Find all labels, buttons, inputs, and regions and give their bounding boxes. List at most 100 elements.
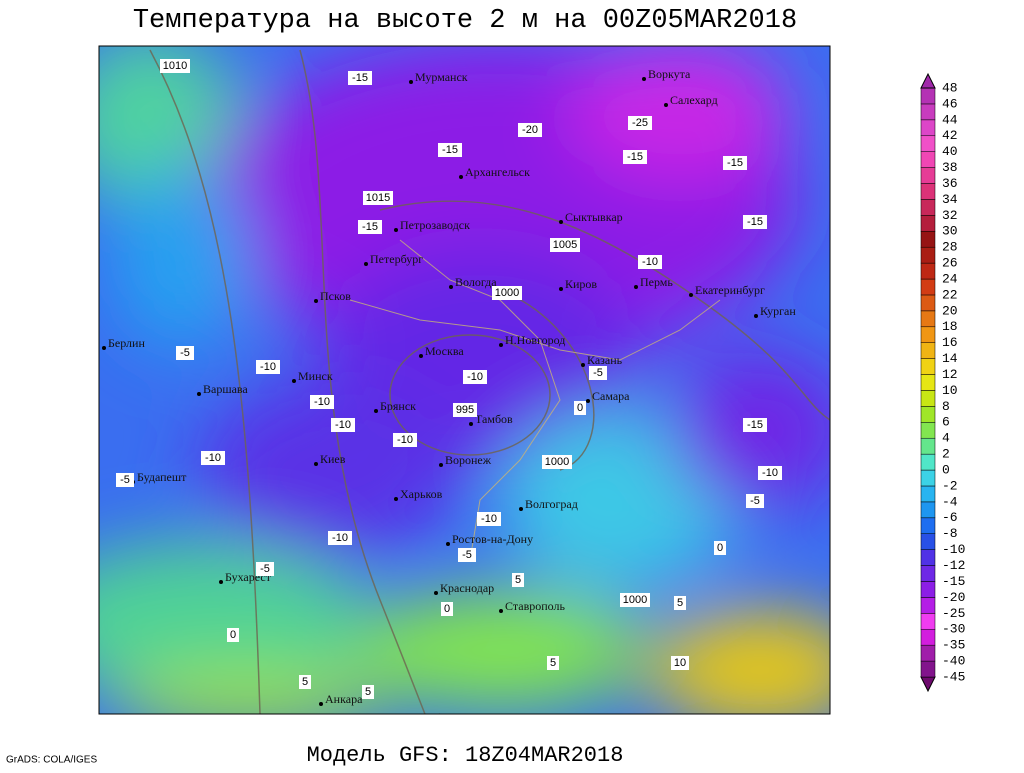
city-dot bbox=[394, 497, 398, 501]
contour-label-bg bbox=[362, 685, 374, 699]
city-dot bbox=[664, 103, 668, 107]
city-dot bbox=[197, 392, 201, 396]
contour-label: 0 bbox=[444, 603, 450, 615]
contour-label: -15 bbox=[747, 216, 763, 228]
map bbox=[99, 46, 830, 714]
colorbar-band bbox=[920, 628, 936, 646]
colorbar-label: 24 bbox=[942, 271, 958, 286]
colorbar-band bbox=[920, 262, 936, 280]
city-dot bbox=[459, 175, 463, 179]
city-dot bbox=[449, 285, 453, 289]
city-dot bbox=[364, 262, 368, 266]
city-label: Киров bbox=[565, 277, 597, 291]
colorbar-label: -4 bbox=[942, 494, 958, 509]
colorbar-band bbox=[920, 358, 936, 375]
colorbar-band bbox=[920, 469, 936, 487]
contour-label-bg bbox=[201, 451, 225, 465]
colorbar-band bbox=[920, 278, 936, 296]
colorbar-band bbox=[920, 87, 936, 105]
contour-label-bg bbox=[328, 531, 352, 545]
contour-label: 0 bbox=[230, 629, 236, 641]
city-dot bbox=[586, 399, 590, 403]
colorbar-label: 44 bbox=[942, 112, 958, 127]
contour-label-bg bbox=[393, 433, 417, 447]
colorbar-label: 22 bbox=[942, 287, 958, 302]
contour-label: -15 bbox=[352, 72, 368, 84]
map-frame bbox=[98, 45, 831, 715]
city-dot bbox=[434, 591, 438, 595]
contour-label-bg bbox=[331, 418, 355, 432]
city-label: Псков bbox=[320, 289, 351, 303]
contour-label-bg bbox=[743, 215, 767, 229]
contour-label: 5 bbox=[515, 574, 521, 586]
colorbar-band bbox=[920, 406, 936, 423]
contour-label-bg bbox=[477, 512, 501, 526]
contour-label-bg bbox=[547, 656, 559, 670]
contour-label: 1015 bbox=[366, 192, 390, 204]
city-label: Казань bbox=[587, 353, 623, 367]
contour-label: 5 bbox=[550, 657, 556, 669]
colorbar-label: 12 bbox=[942, 367, 958, 382]
city-label: Москва bbox=[425, 344, 464, 358]
contour-label-bg bbox=[671, 656, 689, 670]
contour-label-bg bbox=[176, 346, 194, 360]
city-dot bbox=[319, 702, 323, 706]
colorbar: -45-40-35-30-25-20-15-12-10-8-6-4-202468… bbox=[920, 72, 965, 693]
contour-label-bg bbox=[542, 455, 572, 469]
contour-label: -5 bbox=[120, 474, 130, 486]
map-labels: Мурманск Воркута Салехард Архангельск Сыктыв… bbox=[102, 59, 796, 706]
city-dot bbox=[446, 542, 450, 546]
contour-label: 10 bbox=[674, 657, 686, 669]
contour-label: -10 bbox=[642, 256, 658, 268]
contour-label-bg bbox=[348, 71, 372, 85]
contour-label: -5 bbox=[750, 495, 760, 507]
contour-label: -10 bbox=[335, 419, 351, 431]
colorbar-label: 38 bbox=[942, 160, 958, 175]
colorbar-band bbox=[920, 374, 936, 391]
city-dot bbox=[394, 228, 398, 232]
contour-label-bg bbox=[638, 255, 662, 269]
city-label: Брянск bbox=[380, 399, 416, 413]
colorbar-label: -15 bbox=[942, 574, 965, 589]
city-dot bbox=[754, 314, 758, 318]
city-label: Краснодар bbox=[440, 581, 494, 595]
colorbar-band bbox=[920, 294, 936, 312]
colorbar-label: -6 bbox=[942, 510, 958, 525]
colorbar-label: 14 bbox=[942, 351, 958, 366]
colorbar-band bbox=[920, 231, 936, 248]
colorbar-band bbox=[920, 517, 936, 534]
contour-label-bg bbox=[518, 123, 542, 137]
colorbar-label: 42 bbox=[942, 128, 958, 143]
city-dot bbox=[219, 580, 223, 584]
contour-label: -10 bbox=[260, 361, 276, 373]
city-dot bbox=[314, 299, 318, 303]
colorbar-band bbox=[920, 422, 936, 439]
colorbar-label: 26 bbox=[942, 256, 958, 271]
city-dot bbox=[642, 77, 646, 81]
city-label: Варшава bbox=[203, 382, 248, 396]
contour-label-bg bbox=[438, 143, 462, 157]
city-dot bbox=[559, 220, 563, 224]
colorbar-label: 30 bbox=[942, 224, 958, 239]
colorbar-label: -40 bbox=[942, 654, 965, 669]
colorbar-label: 0 bbox=[942, 462, 950, 477]
city-label: Киев bbox=[320, 452, 346, 466]
contour-label-bg bbox=[628, 116, 652, 130]
city-dot bbox=[581, 363, 585, 367]
colorbar-band bbox=[920, 437, 936, 455]
contour-label: 5 bbox=[677, 597, 683, 609]
contour-label-bg bbox=[492, 286, 522, 300]
colorbar-band bbox=[920, 199, 936, 216]
city-label: Архангельск bbox=[465, 165, 530, 179]
contour-label: -15 bbox=[442, 144, 458, 156]
contour-label-bg bbox=[160, 59, 190, 73]
colorbar-band bbox=[920, 183, 936, 200]
colorbar-label: -10 bbox=[942, 542, 965, 557]
colorbar-band bbox=[920, 326, 936, 343]
colorbar-label: 48 bbox=[942, 80, 958, 95]
colorbar-label: 4 bbox=[942, 431, 950, 446]
city-dot bbox=[519, 507, 523, 511]
contour-label-bg bbox=[299, 675, 311, 689]
city-label: Пермь bbox=[640, 275, 673, 289]
